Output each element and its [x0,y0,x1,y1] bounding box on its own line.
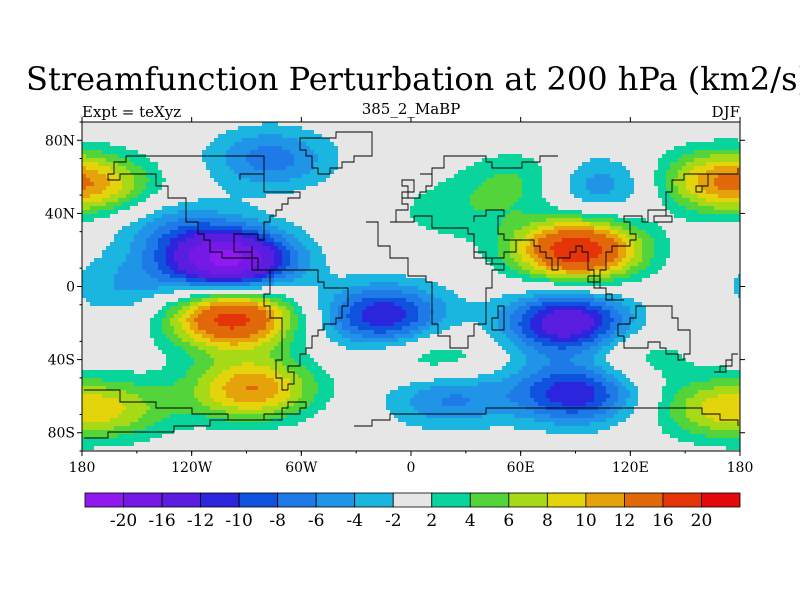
colorbar-label: -6 [308,511,325,531]
colorbar-swatch [84,492,124,508]
colorbar-label: 20 [691,511,713,531]
colorbar-label: 4 [465,511,476,531]
coastline-segment [714,353,738,373]
colorbar-swatch [161,492,201,508]
colorbar-swatch [431,492,471,508]
x-tick-label: 120W [171,460,213,476]
colorbar-label: 8 [542,511,553,531]
colorbar-swatch [585,492,625,508]
coastline-segment [126,155,301,270]
y-tick-label: 0 [66,280,75,296]
x-tick-label: 60W [285,460,318,476]
colorbar-swatch [123,492,163,508]
colorbar-label: -10 [225,511,252,531]
colorbar-label: -2 [385,511,402,531]
chart-title: Streamfunction Perturbation at 200 hPa (… [26,60,800,98]
coastline-segment [84,389,307,439]
y-tick-label: 40S [48,353,75,369]
contour-field [82,122,740,451]
y-tick-label: 80N [45,133,75,149]
coastline-segment [299,131,373,175]
coastline-segment [263,269,349,391]
x-tick-label: 180 [69,460,96,476]
coastline-segment [107,156,270,271]
coastline-segment [473,209,517,264]
x-tick-label: 180 [727,460,754,476]
x-tick-label: 120E [612,460,649,476]
coastlines [84,131,739,439]
x-tick-label: 60E [507,460,535,476]
colorbar-swatch [200,492,240,508]
colorbar-label: 2 [426,511,437,531]
colorbar-label: 16 [652,511,674,531]
coastline-segment [587,275,624,301]
colorbar-label: -20 [110,511,137,531]
colorbar-label: -12 [187,511,214,531]
colorbar-swatch [315,492,356,508]
coastline-segment [401,179,415,199]
colorbar-swatch [238,492,279,508]
colorbar-label: 6 [503,511,514,531]
colorbar: -20 -16 -12 -10 -8 -6 -4 -2 2 4 6 8 10 12 16 20 [84,492,741,531]
colorbar-label: 12 [614,511,636,531]
colorbar-label: -8 [269,511,286,531]
colorbar-label: -4 [346,511,363,531]
colorbar-swatch [277,492,317,508]
run-label: 385_2_MaBP [361,100,461,118]
coastline-segment [653,210,673,223]
season-label: DJF [711,103,740,121]
colorbar-swatch [701,492,741,508]
colorbar-swatch [354,492,394,508]
coastline-segment [516,168,739,283]
coastline-segment [390,155,558,223]
y-tick-label: 80S [48,426,75,442]
y-tick-label: 40N [45,206,75,222]
colorbar-swatch [546,492,587,508]
colorbar-label: 10 [575,511,597,531]
colorbar-label: -16 [148,511,175,531]
colorbar-swatch [392,492,433,508]
coastline-segment [354,407,739,427]
colorbar-swatch [508,492,548,508]
colorbar-swatch [662,492,702,508]
coastline-segment [617,305,691,361]
coastline-segment [366,215,505,349]
coastline-segment [491,305,505,331]
x-tick-label: 0 [407,460,416,476]
colorbar-swatch [624,492,664,508]
experiment-label: Expt = teXyz [82,103,182,121]
map-axes: 80N 40N 0 40S 80S 180 120W 60W 0 60E 120E 180 [45,117,753,476]
colorbar-swatch [469,492,510,508]
